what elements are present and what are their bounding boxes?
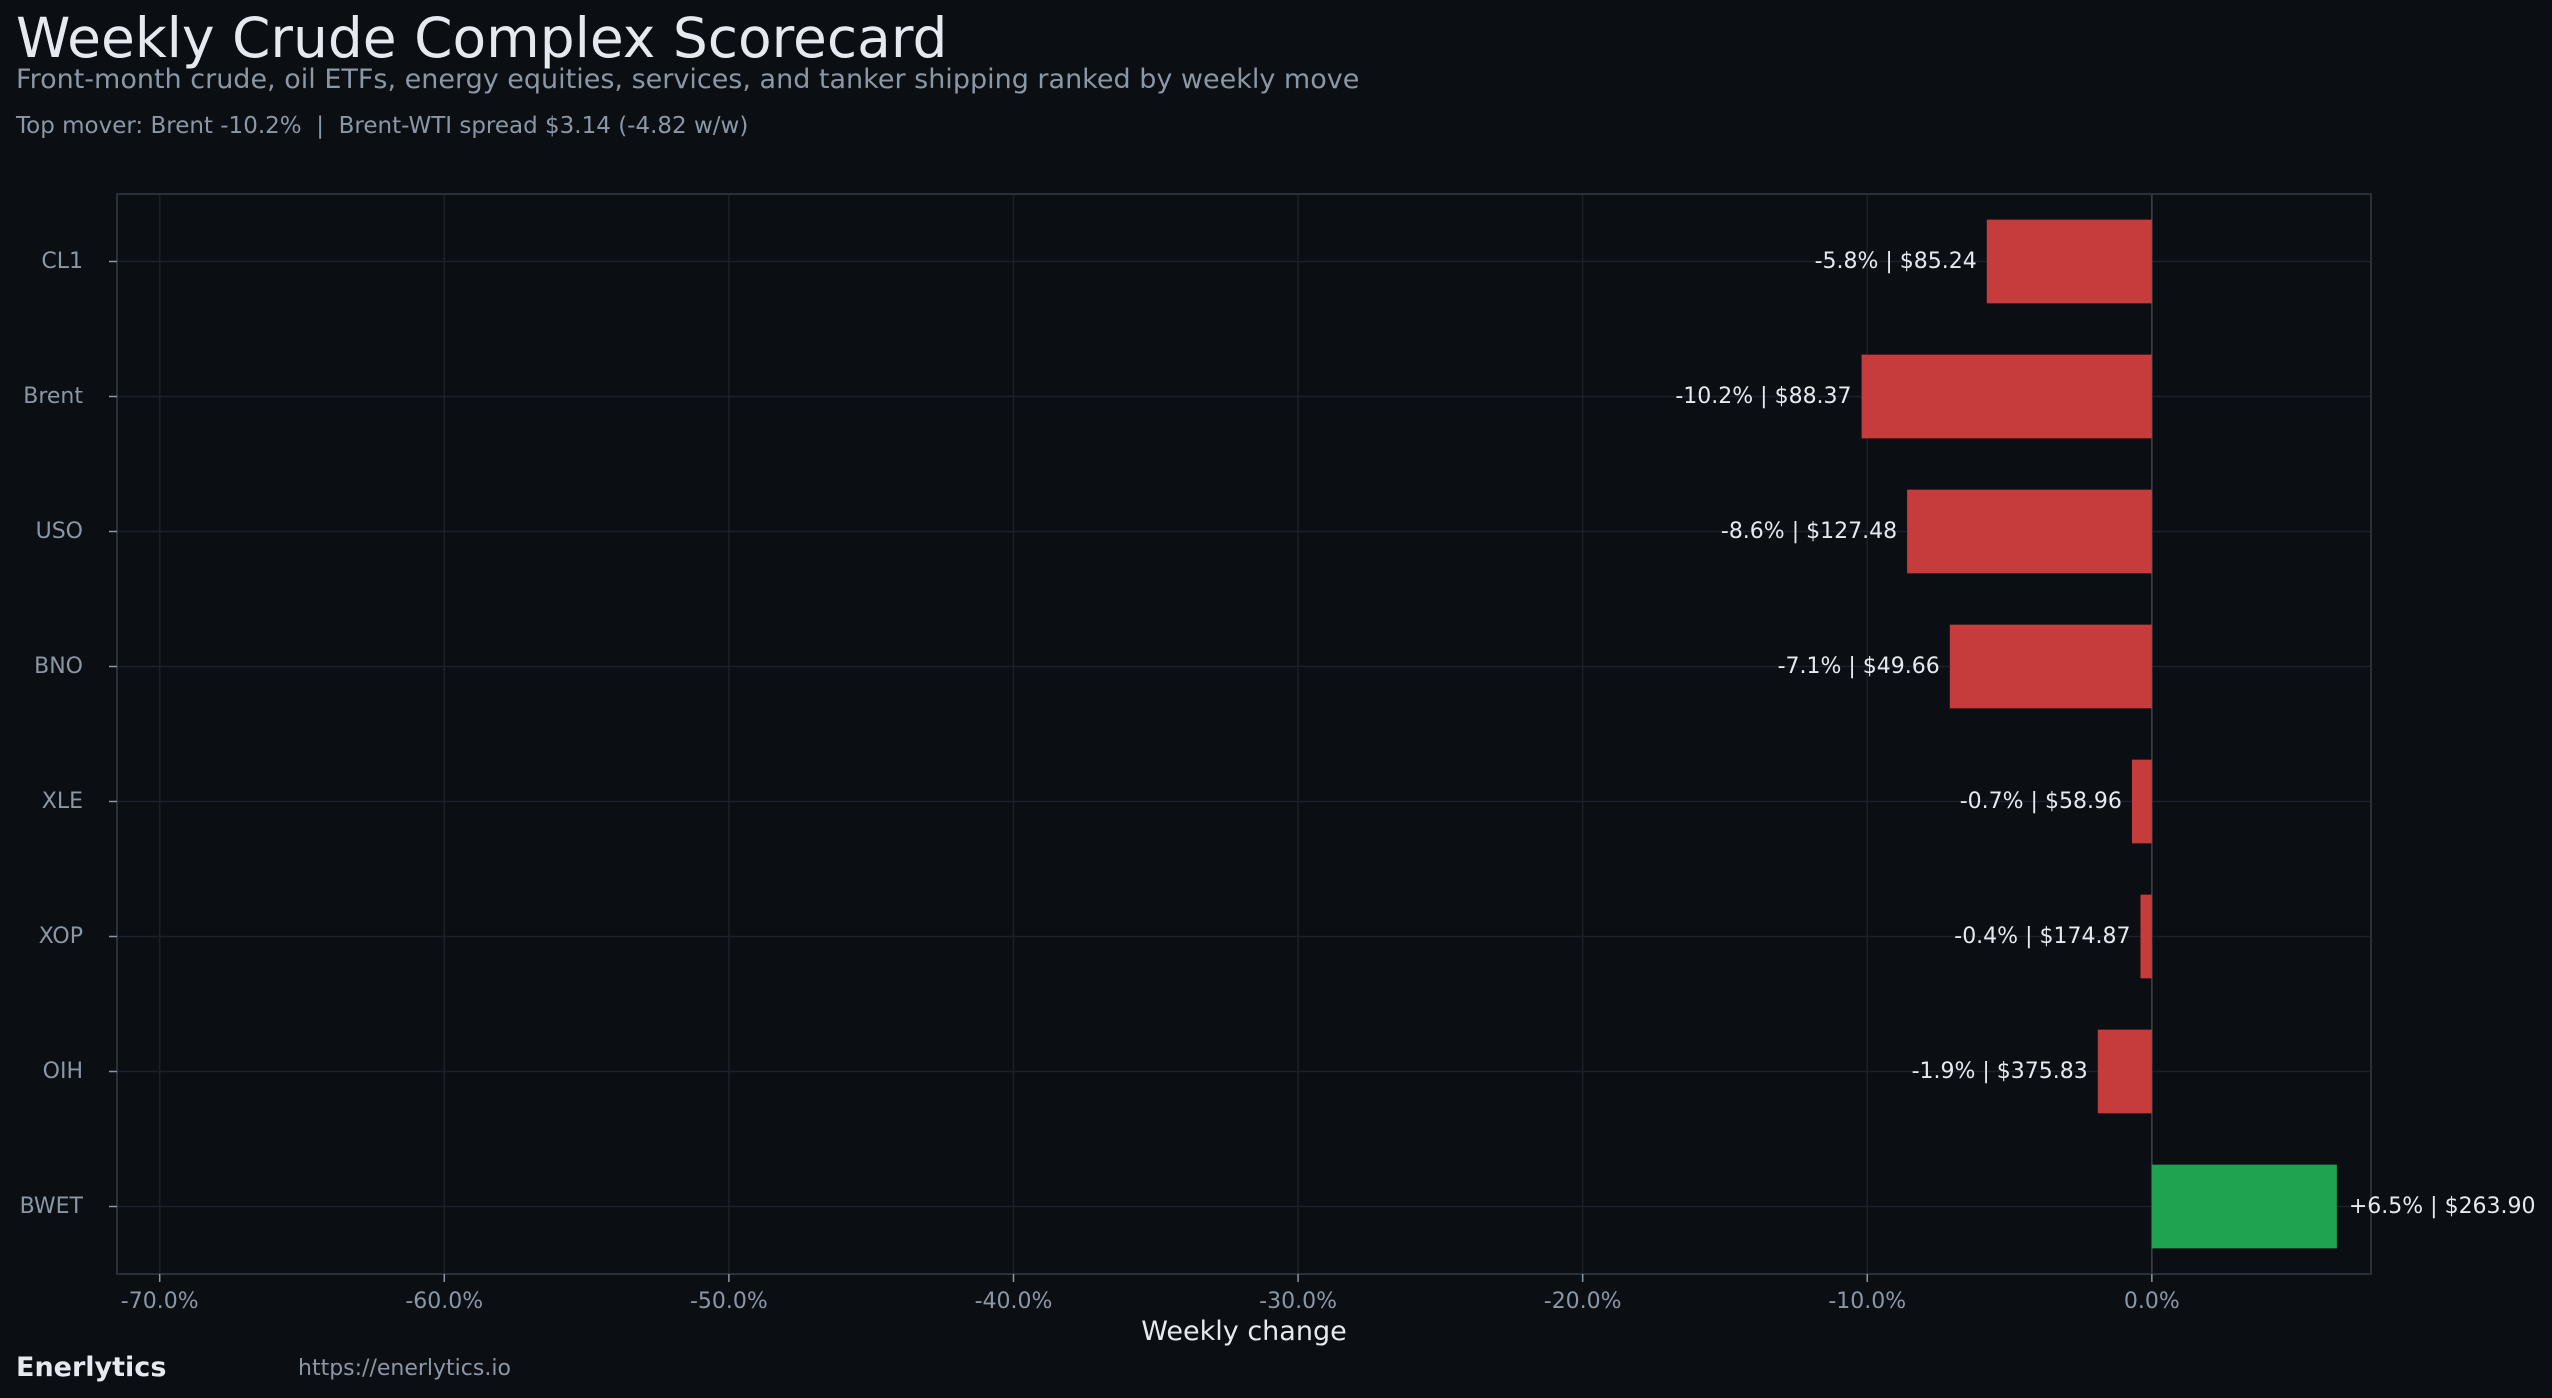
x-tick-label: -20.0% <box>1544 1289 1622 1314</box>
y-tick-label: Brent <box>23 384 83 409</box>
x-tick-label: -10.0% <box>1828 1289 1906 1314</box>
y-tick-label: CL1 <box>41 249 83 274</box>
data-label: -1.9% | $375.83 <box>1912 1059 2088 1084</box>
x-tick-label: -50.0% <box>690 1289 768 1314</box>
y-tick-label: XOP <box>39 924 83 949</box>
x-tick-label: -70.0% <box>121 1289 199 1314</box>
bar-xop <box>2140 894 2152 979</box>
x-tick-label: -60.0% <box>405 1289 483 1314</box>
brand-logo: Enerlytics <box>16 1352 167 1383</box>
x-tick-label: -40.0% <box>975 1289 1053 1314</box>
data-label: -7.1% | $49.66 <box>1778 654 1940 679</box>
brand-url[interactable]: https://enerlytics.io <box>298 1356 511 1381</box>
bar-bwet <box>2151 1164 2337 1249</box>
x-axis-label: Weekly change <box>1141 1316 1346 1347</box>
bar-cl1 <box>1986 219 2152 304</box>
data-label: -5.8% | $85.24 <box>1815 249 1977 274</box>
plot-frame <box>116 193 2372 1275</box>
x-tick-label: -30.0% <box>1259 1289 1337 1314</box>
chart-title: Weekly Crude Complex Scorecard <box>16 6 948 70</box>
chart-subtitle: Front-month crude, oil ETFs, energy equi… <box>16 64 1360 95</box>
bar-oih <box>2097 1029 2152 1114</box>
x-tick-label: 0.0% <box>2124 1289 2180 1314</box>
bar-xle <box>2131 759 2152 844</box>
bar-brent <box>1861 354 2152 439</box>
data-label: -8.6% | $127.48 <box>1721 519 1897 544</box>
bar-bno <box>1949 624 2152 709</box>
y-tick-label: BWET <box>20 1194 84 1219</box>
y-tick-label: USO <box>36 519 83 544</box>
data-label: -10.2% | $88.37 <box>1675 384 1851 409</box>
data-label: -0.7% | $58.96 <box>1960 789 2122 814</box>
data-label: -0.4% | $174.87 <box>1954 924 2130 949</box>
data-label: +6.5% | $263.90 <box>2349 1194 2536 1219</box>
y-tick-label: XLE <box>42 789 83 814</box>
y-tick-label: OIH <box>43 1059 83 1084</box>
bar-uso <box>1907 489 2152 574</box>
y-tick-label: BNO <box>34 654 83 679</box>
summary-stats: Top mover: Brent -10.2% | Brent-WTI spre… <box>16 113 749 139</box>
